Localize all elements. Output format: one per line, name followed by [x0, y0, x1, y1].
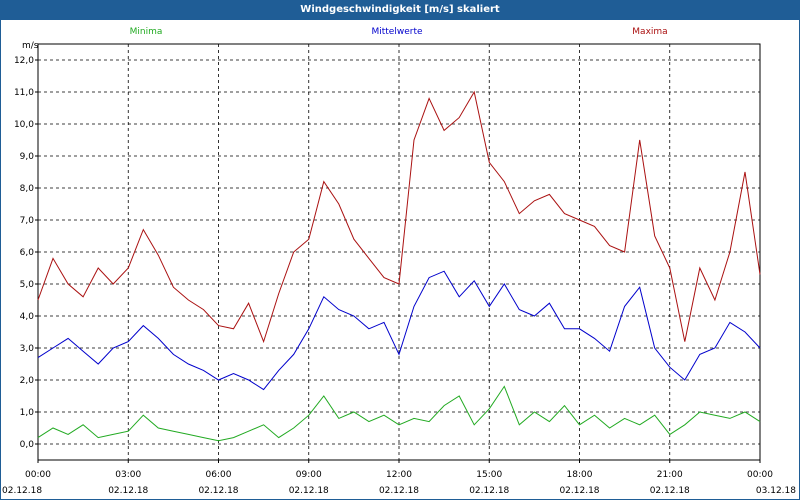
legend-mittelwerte: Mittelwerte [371, 27, 422, 37]
x-tick-date: 03.12.18 [756, 486, 796, 496]
x-tick-date: 02.12.18 [650, 486, 690, 496]
y-axis-unit-label: m/s [22, 41, 39, 51]
series-line-mittelwerte [37, 270, 761, 391]
y-tick-label: 1,0 [20, 408, 35, 418]
x-tick-time: 00:00 [747, 470, 773, 480]
x-tick-date: 02.12.18 [469, 486, 509, 496]
window-title: Windgeschwindigkeit [m/s] skaliert [0, 0, 800, 20]
legend-minima: Minima [130, 27, 163, 37]
y-tick-label: 6,0 [20, 248, 35, 258]
series-lines [37, 90, 761, 442]
y-tick-label: 3,0 [20, 344, 35, 354]
x-tick-date: 02.12.18 [2, 486, 42, 496]
x-tick-date: 02.12.18 [108, 486, 148, 496]
x-tick-time: 12:00 [386, 470, 412, 480]
x-tick-time: 03:00 [115, 470, 141, 480]
y-tick-label: 11,0 [14, 88, 34, 98]
series-line-minima [37, 385, 761, 442]
x-tick-time: 06:00 [206, 470, 232, 480]
x-axis: 00:00 02.12.18 03:00 02.12.18 06:00 02.12.18 0… [2, 460, 796, 496]
x-tick-date: 02.12.18 [559, 486, 599, 496]
y-tick-label: 5,0 [20, 280, 35, 290]
x-tick-date: 02.12.18 [379, 486, 419, 496]
y-tick-label: 10,0 [14, 120, 34, 130]
y-tick-label: 8,0 [20, 184, 35, 194]
legend-maxima: Maxima [632, 27, 667, 37]
grid [38, 44, 760, 460]
x-tick-time: 00:00 [25, 470, 51, 480]
x-tick-date: 02.12.18 [289, 486, 329, 496]
x-tick-time: 18:00 [567, 470, 593, 480]
y-tick-label: 9,0 [20, 152, 35, 162]
series-line-maxima [37, 90, 761, 344]
y-tick-label: 12,0 [14, 56, 34, 66]
x-tick-date: 02.12.18 [198, 486, 238, 496]
x-tick-time: 09:00 [296, 470, 322, 480]
y-axis: 0,0 1,0 2,0 3,0 4,0 5,0 6,0 7,0 8,0 9,0 10,0 11,0 12… [14, 56, 38, 450]
x-tick-time: 15:00 [476, 470, 502, 480]
y-tick-label: 7,0 [20, 216, 35, 226]
y-tick-label: 2,0 [20, 376, 35, 386]
y-tick-label: 4,0 [20, 312, 35, 322]
y-tick-label: 0,0 [20, 440, 35, 450]
x-tick-time: 21:00 [657, 470, 683, 480]
legend: Minima Mittelwerte Maxima [130, 27, 668, 37]
